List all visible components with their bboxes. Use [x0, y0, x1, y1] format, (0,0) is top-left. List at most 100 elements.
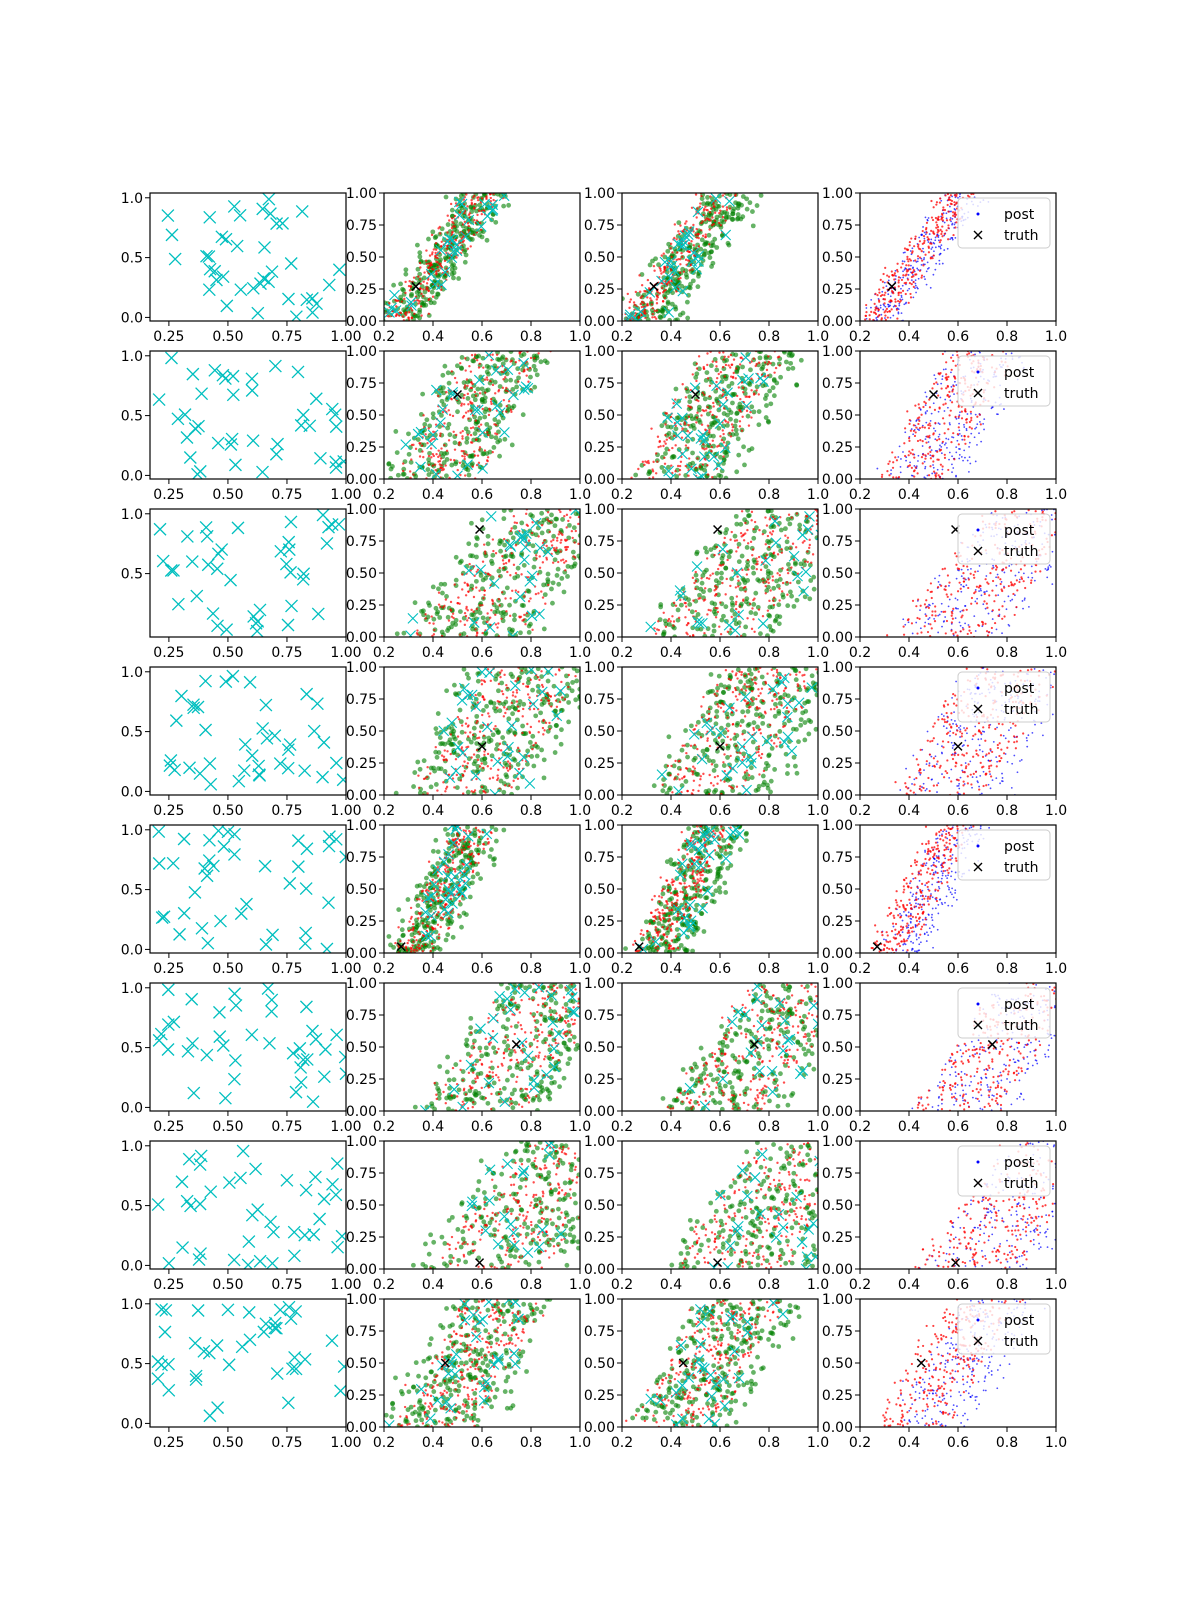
y-tick-label: 1.00 — [346, 344, 377, 360]
red-sample — [675, 238, 678, 241]
green-sample — [797, 522, 803, 528]
green-sample — [690, 278, 696, 284]
post-point — [892, 461, 895, 464]
cyan-sample — [656, 275, 667, 287]
post-point — [951, 222, 954, 225]
post-point — [948, 451, 951, 454]
post-point — [937, 614, 940, 617]
post-point — [974, 413, 977, 416]
green-sample — [394, 450, 400, 455]
red-sample — [737, 579, 740, 582]
red-sample — [688, 405, 692, 409]
green-sample — [441, 460, 447, 465]
green-sample — [580, 518, 585, 523]
green-sample — [445, 628, 450, 633]
sample-marker — [251, 306, 265, 320]
green-sample — [453, 554, 459, 560]
red-sample — [780, 590, 784, 593]
red-sample — [678, 468, 682, 472]
green-sample — [729, 595, 735, 601]
post-point — [976, 423, 979, 426]
green-sample — [468, 204, 474, 210]
green-sample — [464, 435, 470, 441]
red-sample — [487, 413, 491, 417]
red-sample — [720, 438, 724, 442]
red-sample — [741, 386, 745, 389]
post-point — [919, 609, 921, 611]
post-point — [966, 413, 969, 415]
green-sample — [492, 379, 498, 385]
truth-marker — [887, 281, 897, 291]
green-sample — [734, 410, 740, 416]
x-tick-label: 0.50 — [212, 645, 243, 661]
red-sample — [465, 607, 468, 610]
post-point — [877, 308, 880, 311]
post-point — [953, 458, 956, 461]
sample-marker — [268, 359, 282, 373]
green-sample — [708, 363, 714, 369]
red-sample — [473, 450, 476, 453]
red-sample — [747, 568, 750, 571]
green-sample — [659, 423, 665, 429]
green-sample — [738, 521, 744, 527]
green-sample — [507, 632, 513, 637]
green-sample — [733, 352, 739, 358]
post-point — [927, 427, 931, 430]
green-sample — [724, 527, 730, 532]
red-sample — [429, 447, 433, 450]
green-sample — [474, 536, 480, 542]
green-sample — [753, 590, 759, 596]
green-sample — [725, 423, 730, 428]
red-sample — [679, 276, 682, 280]
post-point — [965, 427, 968, 430]
x-tick-label: 0.8 — [520, 645, 542, 661]
post-point — [885, 285, 888, 288]
red-sample — [757, 361, 761, 364]
red-sample — [472, 595, 476, 599]
green-sample — [600, 526, 605, 531]
green-sample — [765, 584, 771, 590]
post-point — [941, 378, 944, 380]
red-sample — [458, 211, 462, 214]
sample-marker — [206, 607, 220, 621]
sample-marker — [229, 458, 242, 472]
red-sample — [704, 236, 707, 239]
red-sample — [739, 531, 743, 535]
red-sample — [464, 357, 467, 360]
post-point — [917, 277, 920, 280]
red-sample — [696, 207, 699, 210]
red-sample — [673, 236, 676, 240]
red-sample — [463, 452, 467, 455]
red-sample — [440, 288, 443, 291]
post-point — [944, 616, 947, 618]
post-point — [883, 302, 886, 305]
red-sample — [473, 218, 476, 222]
red-sample — [669, 247, 672, 250]
sample-marker — [152, 393, 166, 407]
red-sample — [661, 291, 665, 294]
red-sample — [711, 413, 714, 417]
panel-r1-c2: 0.2 0.4 0.6 0.8 1.00.000.250.500.751.00 — [346, 186, 591, 345]
red-sample — [750, 416, 753, 419]
post-point — [938, 201, 942, 204]
red-sample — [436, 265, 439, 269]
green-sample — [639, 462, 645, 468]
green-sample — [541, 626, 547, 632]
red-sample — [454, 239, 458, 242]
post-point — [908, 244, 911, 247]
post-point — [970, 416, 973, 419]
red-sample — [478, 604, 482, 607]
red-sample — [695, 227, 698, 231]
red-sample — [547, 519, 551, 523]
green-sample — [705, 411, 711, 417]
green-sample — [704, 567, 709, 573]
red-sample — [765, 524, 769, 527]
green-sample — [760, 365, 766, 370]
red-sample — [694, 609, 698, 613]
post-point — [927, 622, 930, 625]
green-sample — [750, 209, 755, 214]
red-sample — [767, 355, 770, 358]
red-sample — [429, 261, 433, 264]
red-sample — [509, 614, 512, 618]
